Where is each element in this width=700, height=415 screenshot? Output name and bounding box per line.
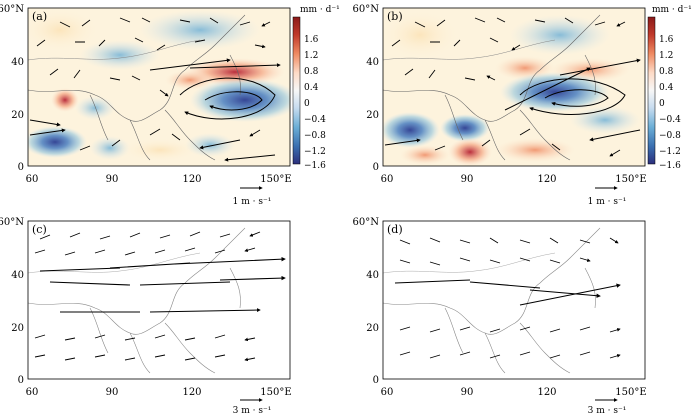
- panel-a-ytick-20: 20: [11, 110, 24, 121]
- colorbar-b-label-0: 0: [659, 99, 665, 109]
- panel-c-xtick-60: 60: [26, 387, 39, 398]
- panel-c-x-ticks: 60 90 120 150°E: [26, 387, 292, 398]
- panel-c-ytick-60: 60°N: [0, 217, 24, 228]
- panel-a-xtick-60: 60: [26, 174, 39, 185]
- colorbar-a-label-1.6: 1.6: [304, 35, 319, 45]
- panel-a-field: [28, 8, 290, 166]
- panel-a-y-ticks: 0 20 40 60°N: [0, 4, 24, 173]
- panel-d-field: [383, 221, 645, 379]
- colorbar-b-label-0.8: 0.8: [659, 67, 674, 77]
- colorbar-a-unit: mm · d⁻¹: [300, 5, 340, 15]
- panel-c-ytick-40: 40: [11, 270, 24, 281]
- panel-d-label: (d): [387, 223, 403, 236]
- colorbar-b-unit: mm · d⁻¹: [652, 5, 692, 15]
- panel-a-xtick-120: 120: [182, 174, 201, 185]
- panel-a-ytick-60: 60°N: [0, 4, 24, 15]
- panel-b-ytick-0: 0: [373, 162, 379, 173]
- colorbar-b-label-1.2: 1.2: [659, 51, 673, 61]
- panel-a: (a) 0 20 40 60°N 60 90 120 150°E 1 m · s…: [0, 4, 340, 207]
- panel-d-ref-vector: 3 m · s⁻¹: [588, 398, 627, 415]
- panel-c-xtick-120: 120: [182, 387, 201, 398]
- colorbar-a-label-m1.2: −1.2: [304, 147, 326, 157]
- panel-b-ref-label: 1 m · s⁻¹: [588, 197, 627, 207]
- panel-a-label: (a): [32, 10, 47, 23]
- panel-b-label: (b): [387, 10, 403, 23]
- colorbar-a-label-m0.4: −0.4: [304, 115, 326, 125]
- panel-c-xtick-90: 90: [106, 387, 119, 398]
- panel-a-ytick-0: 0: [18, 162, 24, 173]
- colorbar-b-label-m1.2: −1.2: [659, 147, 681, 157]
- colorbar-a-label-0.8: 0.8: [304, 67, 319, 77]
- panel-a-colorbar: mm · d⁻¹ 1.6 1.2 0.8 0.4 0 −0.4 −0.8 −1.…: [292, 5, 340, 171]
- panel-b-frame: [382, 7, 646, 167]
- panel-d-ytick-0: 0: [373, 375, 379, 386]
- panel-c-frame: [27, 220, 291, 380]
- panel-b-ref-vector: 1 m · s⁻¹: [588, 186, 627, 207]
- panel-a-ref-vector: 1 m · s⁻¹: [233, 186, 272, 207]
- panel-b-ytick-40: 40: [366, 57, 379, 68]
- panel-b-xtick-120: 120: [537, 174, 556, 185]
- panel-a-frame: [27, 7, 291, 167]
- panel-c-label: (c): [32, 223, 47, 236]
- colorbar-b-label-m0.8: −0.8: [659, 131, 681, 141]
- panel-c-ref-label: 3 m · s⁻¹: [233, 406, 272, 415]
- colorbar-a-label-0: 0: [304, 99, 310, 109]
- colorbar-b-label-0.4: 0.4: [659, 83, 674, 93]
- panel-d-ytick-40: 40: [366, 270, 379, 281]
- panel-b-ytick-60: 60°N: [353, 4, 380, 15]
- panel-b: (b) 0 20 40 60°N 60 90 120 150°E 1 m · s…: [353, 4, 692, 207]
- panel-d-xtick-120: 120: [537, 387, 556, 398]
- panel-b-xtick-60: 60: [381, 174, 394, 185]
- colorbar-a-label-m0.8: −0.8: [304, 131, 326, 141]
- colorbar-b-label-1.6: 1.6: [659, 35, 674, 45]
- panel-b-colorbar: mm · d⁻¹ 1.6 1.2 0.8 0.4 0 −0.4 −0.8 −1.…: [647, 5, 692, 171]
- colorbar-a-label-m1.6: −1.6: [304, 161, 326, 171]
- panel-d-ref-label: 3 m · s⁻¹: [588, 406, 627, 415]
- panel-d-x-ticks: 60 90 120 150°E: [381, 387, 647, 398]
- panel-b-xtick-150: 150°E: [615, 174, 646, 185]
- panel-b-field: [383, 8, 645, 166]
- panel-b-y-ticks: 0 20 40 60°N: [353, 4, 380, 173]
- panel-c-ytick-0: 0: [18, 375, 24, 386]
- panel-d-ytick-20: 20: [366, 323, 379, 334]
- panel-d-y-ticks: 0 20 40 60°N: [353, 217, 380, 386]
- panel-a-ytick-40: 40: [11, 57, 24, 68]
- panel-d-frame: [382, 220, 646, 380]
- panel-a-ref-label: 1 m · s⁻¹: [233, 197, 272, 207]
- panel-d: (d) 0 20 40 60°N 60 90 120 150°E 3 m · s…: [353, 217, 647, 415]
- panel-d-xtick-90: 90: [461, 387, 474, 398]
- panel-d-xtick-60: 60: [381, 387, 394, 398]
- panel-c-y-ticks: 0 20 40 60°N: [0, 217, 24, 386]
- panel-d-ytick-60: 60°N: [353, 217, 380, 228]
- colorbar-b-label-m1.6: −1.6: [659, 161, 681, 171]
- panel-b-ytick-20: 20: [366, 110, 379, 121]
- panel-b-xtick-90: 90: [461, 174, 474, 185]
- panel-a-xtick-150: 150°E: [260, 174, 291, 185]
- panel-a-x-ticks: 60 90 120 150°E: [26, 174, 292, 185]
- colorbar-b-label-m0.4: −0.4: [659, 115, 681, 125]
- panel-c-ref-vector: 3 m · s⁻¹: [233, 398, 272, 415]
- colorbar-a-label-1.2: 1.2: [304, 51, 318, 61]
- colorbar-a-label-0.4: 0.4: [304, 83, 319, 93]
- panel-c-xtick-150: 150°E: [260, 387, 291, 398]
- panel-d-xtick-150: 150°E: [615, 387, 646, 398]
- panel-c: (c) 0 20 40 60°N 60 90 120 150°E 3 m · s…: [0, 217, 292, 415]
- panel-a-xtick-90: 90: [106, 174, 119, 185]
- panel-c-ytick-20: 20: [11, 323, 24, 334]
- panel-b-x-ticks: 60 90 120 150°E: [381, 174, 647, 185]
- panel-c-field: [28, 221, 290, 379]
